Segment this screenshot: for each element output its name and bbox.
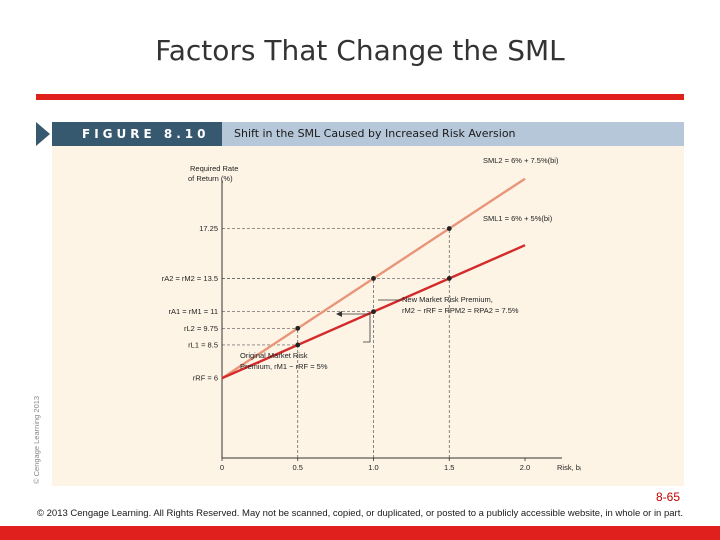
title-divider xyxy=(36,94,684,100)
figure-header: FIGURE 8.10 Shift in the SML Caused by I… xyxy=(52,122,684,146)
guide-lines xyxy=(222,228,450,458)
y-tick-label-3: rL2 = 9.75 xyxy=(184,324,218,333)
new-premium-label-2: rM2 − rRF = RPM2 = RPA2 = 7.5% xyxy=(402,306,519,315)
x-axis-label: Risk, bᵢ xyxy=(557,463,581,472)
x-tick-label-3: 1.5 xyxy=(444,463,454,472)
y-axis-label-line2: of Return (%) xyxy=(188,174,233,183)
figure-caption: Shift in the SML Caused by Increased Ris… xyxy=(234,127,516,140)
axis-labels: 0 0.5 1.0 1.5 2.0 17.25 rA2 = rM2 = 13.5 rA1 = … xyxy=(162,224,531,472)
vertical-copyright: © Cengage Learning 2013 xyxy=(32,395,41,484)
slide-title: Factors That Change the SML xyxy=(155,34,565,67)
y-tick-label-0: 17.25 xyxy=(199,224,218,233)
x-tick-label-4: 2.0 xyxy=(520,463,530,472)
data-points xyxy=(295,226,452,348)
original-premium-label-2: Premium, rM1 − rRF = 5% xyxy=(240,362,328,371)
y-tick-label-2: rA1 = rM1 = 11 xyxy=(169,307,218,316)
y-tick-label-1: rA2 = rM2 = 13.5 xyxy=(162,274,218,283)
data-point-2 xyxy=(371,309,376,315)
y-tick-label-5: rRF = 6 xyxy=(193,374,218,383)
data-point-4 xyxy=(446,276,452,281)
figure-panel: FIGURE 8.10 Shift in the SML Caused by I… xyxy=(36,122,684,486)
data-point-5 xyxy=(446,226,452,231)
figure-arrow-icon xyxy=(36,122,50,146)
y-axis-label-line1: Required Rate xyxy=(190,164,238,173)
x-tick-label-0: 0 xyxy=(220,463,224,472)
footer-bar xyxy=(0,526,720,540)
original-premium-arrow-icon xyxy=(336,311,342,317)
original-premium-label-1: Original Market Risk xyxy=(240,351,308,360)
original-premium-bracket xyxy=(363,313,371,343)
sml1-label: SML1 = 6% + 5%(bi) xyxy=(483,214,553,223)
axes xyxy=(221,180,562,459)
sml2-label: SML2 = 6% + 7.5%(bi) xyxy=(483,156,559,165)
data-point-3 xyxy=(371,276,376,281)
x-tick-label-1: 0.5 xyxy=(293,463,303,472)
y-tick-label-4: rL1 = 8.5 xyxy=(188,340,218,349)
copyright-footer: © 2013 Cengage Learning. All Rights Rese… xyxy=(37,508,683,519)
x-tick-label-2: 1.0 xyxy=(368,463,378,472)
figure-label: FIGURE 8.10 xyxy=(52,122,222,146)
sml-chart: 0 0.5 1.0 1.5 2.0 17.25 rA2 = rM2 = 13.5 rA1 = … xyxy=(162,156,581,472)
new-premium-label-1: New Market Risk Premium, xyxy=(402,295,493,304)
data-point-0 xyxy=(295,342,301,348)
page-number: 8-65 xyxy=(655,490,680,504)
data-point-1 xyxy=(295,325,301,331)
